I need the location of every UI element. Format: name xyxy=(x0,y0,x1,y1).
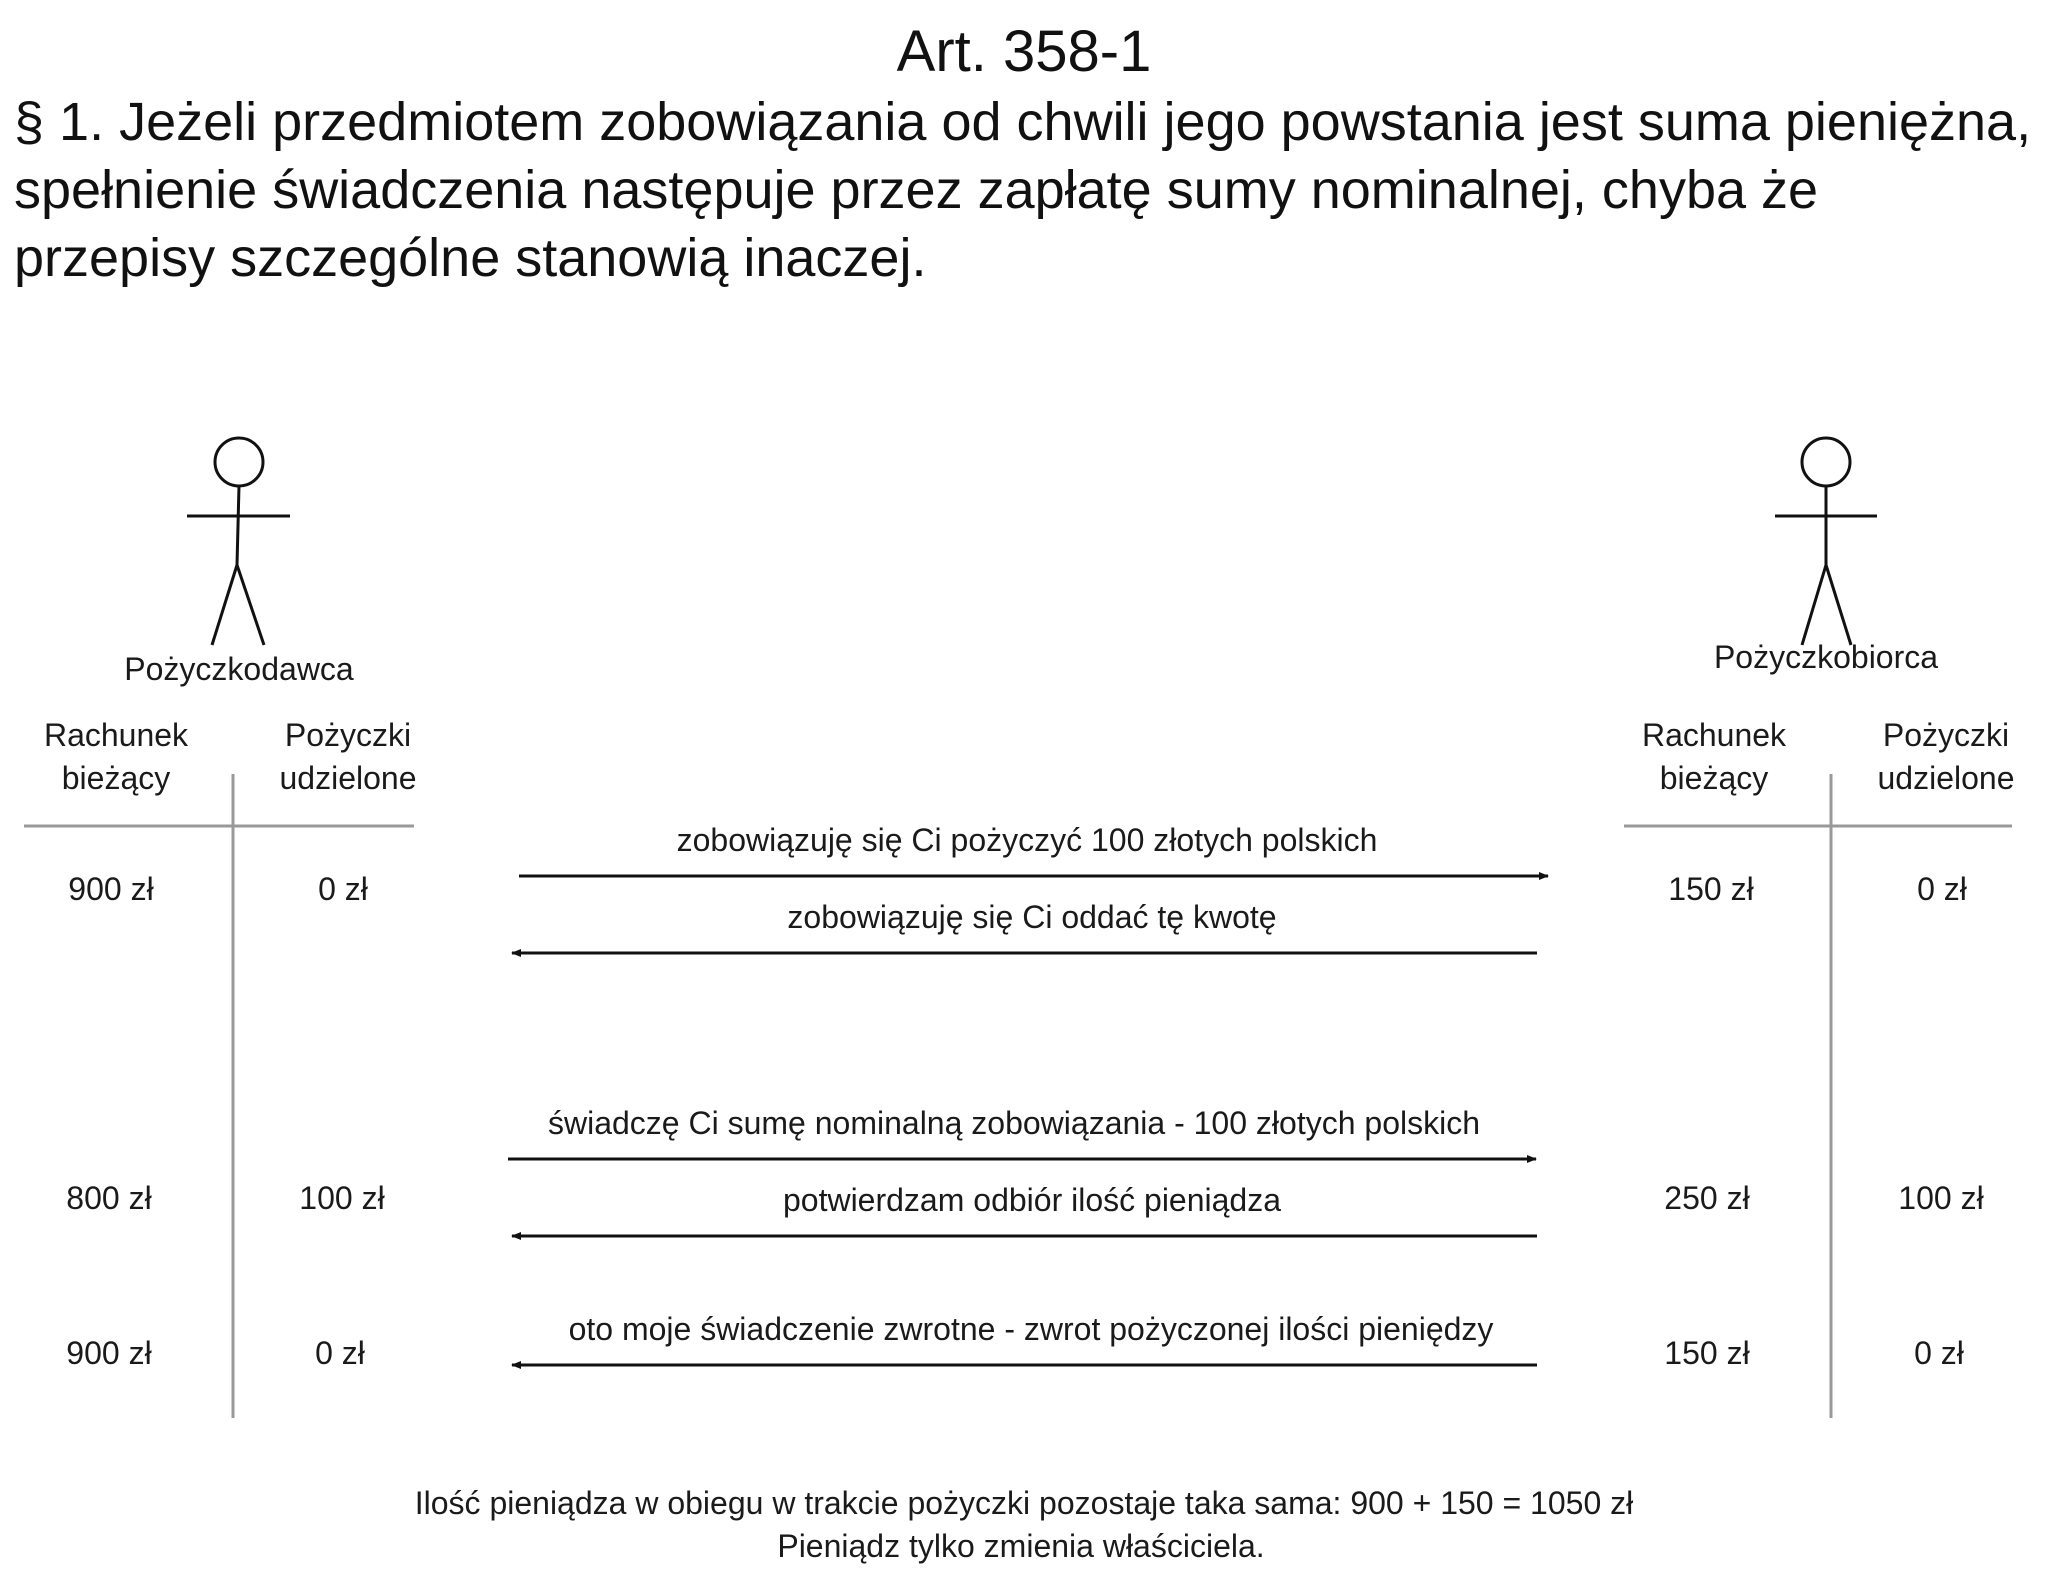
borrower-balance-1: 150 zł xyxy=(1668,871,1753,907)
borrower-name: Pożyczkobiorca xyxy=(1714,639,1938,675)
borrower-stick-figure-icon xyxy=(1775,436,1877,646)
lender-loans-1: 0 zł xyxy=(318,871,368,907)
lender-col1-head-line1: Rachunek xyxy=(44,717,189,753)
borrower-balance-3: 150 zł xyxy=(1664,1335,1749,1371)
lender-loans-2: 100 zł xyxy=(299,1180,384,1216)
borrower-loans-2: 100 zł xyxy=(1898,1180,1983,1216)
message-2: zobowiązuję się Ci oddać tę kwotę xyxy=(511,899,1537,957)
message-1: zobowiązuję się Ci pożyczyć 100 złotych … xyxy=(519,822,1549,880)
article-paragraph: § 1. Jeżeli przedmiotem zobowiązania od … xyxy=(14,92,2032,288)
borrower-col1-head-line2: bieżący xyxy=(1660,760,1769,796)
borrower-loans-1: 0 zł xyxy=(1917,871,1967,907)
lender-col1-head-line2: bieżący xyxy=(62,760,171,796)
message-3: świadczę Ci sumę nominalną zobowiązania … xyxy=(508,1105,1537,1163)
message-5-label: oto moje świadczenie zwrotne - zwrot poż… xyxy=(569,1311,1494,1347)
summary-line-1: Ilość pieniądza w obiegu w trakcie pożyc… xyxy=(415,1485,1633,1521)
lender-name: Pożyczkodawca xyxy=(124,651,354,687)
borrower-col2-head-line2: udzielone xyxy=(1878,760,2015,796)
message-3-label: świadczę Ci sumę nominalną zobowiązania … xyxy=(548,1105,1480,1141)
message-4-label: potwierdzam odbiór ilość pieniądza xyxy=(783,1182,1281,1218)
lender-col2-head-line2: udzielone xyxy=(280,760,417,796)
summary-line-2: Pieniądz tylko zmienia właściciela. xyxy=(777,1528,1264,1564)
lender-loans-3: 0 zł xyxy=(315,1335,365,1371)
lender-balance-1: 900 zł xyxy=(68,871,153,907)
lender-col2-head-line1: Pożyczki xyxy=(285,717,411,753)
borrower-balance-2: 250 zł xyxy=(1664,1180,1749,1216)
message-4: potwierdzam odbiór ilość pieniądza xyxy=(511,1182,1537,1240)
lender-balance-3: 900 zł xyxy=(66,1335,151,1371)
borrower-ledger: Rachunek bieżący Pożyczki udzielone 150 … xyxy=(1624,717,2015,1418)
message-5: oto moje świadczenie zwrotne - zwrot poż… xyxy=(511,1311,1537,1369)
borrower-col2-head-line1: Pożyczki xyxy=(1883,717,2009,753)
message-1-label: zobowiązuję się Ci pożyczyć 100 złotych … xyxy=(677,822,1378,858)
article-title: Art. 358-1 xyxy=(896,19,1152,84)
lender-ledger: Rachunek bieżący Pożyczki udzielone 900 … xyxy=(24,717,417,1418)
message-2-label: zobowiązuję się Ci oddać tę kwotę xyxy=(787,899,1276,935)
borrower-loans-3: 0 zł xyxy=(1914,1335,1964,1371)
lender-stick-figure-icon xyxy=(187,436,290,646)
lender-balance-2: 800 zł xyxy=(66,1180,151,1216)
borrower-col1-head-line1: Rachunek xyxy=(1642,717,1787,753)
